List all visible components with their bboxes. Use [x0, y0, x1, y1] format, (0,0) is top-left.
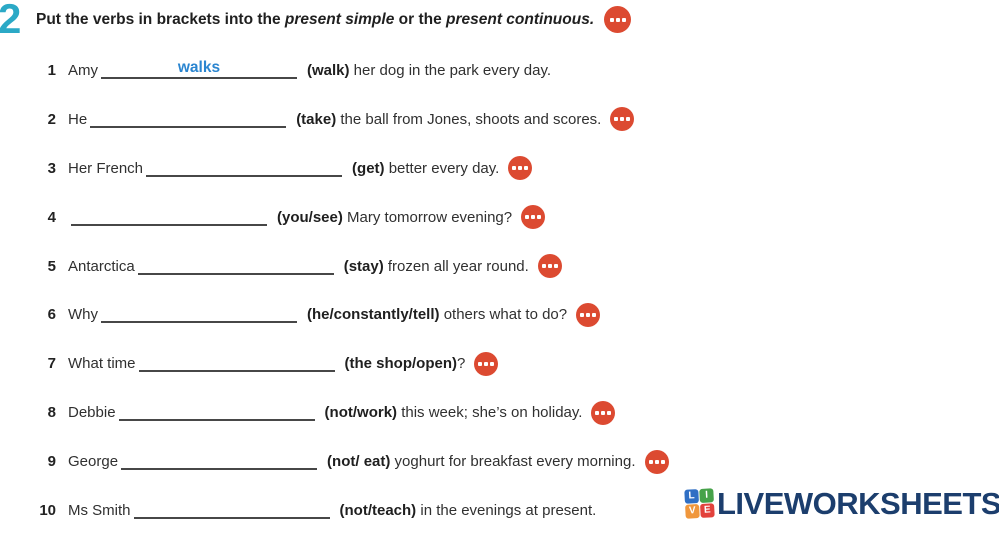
exercise-item-row: 10 Ms Smith (not/teach) in the evenings … [0, 486, 999, 535]
logo-tile-v: V [685, 504, 700, 519]
exercise-number: 2 [0, 0, 22, 42]
verb-hint: (you/see) [277, 208, 343, 226]
item-number: 8 [47, 404, 56, 422]
ellipsis-speech-icon[interactable] [537, 254, 562, 278]
title-text: Put the verbs in brackets into the [36, 11, 285, 28]
verb-hint: (not/ eat) [327, 453, 391, 471]
item-text-after-blank: Mary tomorrow evening? [342, 208, 513, 226]
ellipsis-dots [484, 361, 489, 366]
answer-blank-field[interactable] [101, 306, 297, 324]
answer-blank-field[interactable] [118, 404, 315, 422]
item-text-after-blank: this week; she’s on holiday. [397, 404, 583, 422]
item-text-after-blank: others what to do? [439, 306, 568, 324]
item-number: 7 [47, 355, 56, 373]
item-number: 10 [39, 501, 56, 519]
logo-tile-i: I [699, 488, 714, 503]
item-text-before-blank: He [68, 110, 88, 128]
verb-hint: (stay) [343, 257, 384, 275]
ellipsis-speech-icon[interactable] [604, 6, 632, 34]
item-number: 6 [47, 306, 56, 324]
ellipsis-speech-icon[interactable] [610, 107, 635, 132]
answer-blank-field[interactable]: walks [101, 58, 297, 79]
item-number: 9 [47, 453, 56, 471]
ellipsis-speech-icon[interactable] [644, 449, 669, 474]
logo-tile-e: E [700, 503, 715, 518]
answer-blank-field[interactable] [90, 111, 287, 128]
answer-blank-field[interactable] [138, 355, 335, 373]
exercise-item-row: 4 (you/see) Mary tomorrow evening? [0, 193, 999, 242]
answer-blank-field[interactable] [146, 160, 343, 177]
title-italic-present-continuous: present continuous. [446, 11, 595, 28]
item-text-after-blank: in the evenings at present. [416, 501, 597, 519]
item-text-before-blank: Ms Smith [68, 501, 131, 519]
item-text-before-blank: Amy [68, 61, 98, 79]
item-text-before-blank: Antarctica [68, 257, 135, 275]
logo-tile-l: L [684, 489, 699, 504]
item-text-after-blank: ? [457, 355, 466, 373]
exercise-item-row: 8 Debbie (not/work) this week; she’s on … [0, 388, 999, 437]
exercise-item-row: 5 Antarctica (stay) frozen all year roun… [0, 242, 999, 291]
ellipsis-dots [620, 117, 625, 122]
item-number: 4 [47, 208, 56, 226]
answer-blank-field[interactable] [137, 258, 334, 275]
answer-blank-field[interactable] [71, 209, 267, 226]
exercise-item-row: 3 Her French (get) better every day. [0, 144, 999, 193]
verb-hint: (walk) [307, 61, 350, 79]
verb-hint: (the shop/open) [344, 355, 458, 373]
exercise-item-list: 1 Amy walks (walk) her dog in the park e… [0, 46, 999, 535]
ellipsis-dots [654, 459, 659, 464]
verb-hint: (he/constantly/tell) [307, 306, 440, 324]
item-text-before-blank: Her French [68, 159, 144, 177]
item-text-before-blank: Debbie [68, 404, 116, 422]
verb-hint: (take) [296, 110, 337, 128]
ellipsis-dots [547, 264, 552, 268]
item-text-before-blank: Why [68, 306, 98, 324]
item-text-before-blank: George [68, 453, 119, 471]
ellipsis-speech-icon[interactable] [591, 400, 616, 425]
verb-hint: (not/teach) [339, 501, 417, 519]
ellipsis-dots [601, 410, 606, 415]
title-text: or the [394, 11, 446, 28]
ellipsis-speech-icon[interactable] [474, 351, 499, 376]
liveworksheets-logo-text: LIVEWORKSHEETS [717, 486, 999, 521]
ellipsis-speech-icon[interactable] [508, 156, 533, 181]
verb-hint: (not/work) [324, 404, 398, 422]
item-number: 5 [47, 257, 56, 275]
item-text-after-blank: frozen all year round. [383, 257, 529, 275]
item-number: 1 [47, 61, 56, 79]
exercise-item-row: 9 George (not/ eat) yoghurt for breakfas… [0, 437, 999, 486]
ellipsis-dots [531, 215, 536, 220]
ellipsis-speech-icon[interactable] [521, 205, 546, 230]
answer-blank-field[interactable] [121, 453, 318, 471]
ellipsis-speech-icon[interactable] [576, 302, 601, 327]
item-text-after-blank: the ball from Jones, shoots and scores. [336, 110, 602, 128]
exercise-title: Put the verbs in brackets into the prese… [36, 6, 796, 34]
item-number: 3 [47, 159, 56, 177]
ellipsis-dots [586, 312, 591, 317]
exercise-item-row: 1 Amy walks (walk) her dog in the park e… [0, 46, 999, 95]
worksheet-page: { "exercise": { "number": "2", "title": … [0, 0, 999, 535]
answer-blank-field[interactable] [133, 502, 330, 519]
item-text-after-blank: yoghurt for breakfast every morning. [390, 453, 636, 471]
exercise-item-row: 7 What time (the shop/open) ? [0, 339, 999, 388]
item-text-before-blank: What time [68, 355, 136, 373]
item-text-after-blank: her dog in the park every day. [349, 61, 552, 79]
filled-answer-text: walks [177, 58, 221, 76]
item-text-after-blank: better every day. [384, 159, 500, 177]
ellipsis-dots [615, 17, 620, 22]
verb-hint: (get) [352, 159, 385, 177]
ellipsis-dots [518, 166, 523, 171]
exercise-item-row: 6 Why (he/constantly/tell) others what t… [0, 290, 999, 339]
exercise-item-row: 2 He (take) the ball from Jones, shoots … [0, 95, 999, 144]
item-number: 2 [47, 110, 56, 128]
title-italic-present-simple: present simple [284, 11, 395, 28]
